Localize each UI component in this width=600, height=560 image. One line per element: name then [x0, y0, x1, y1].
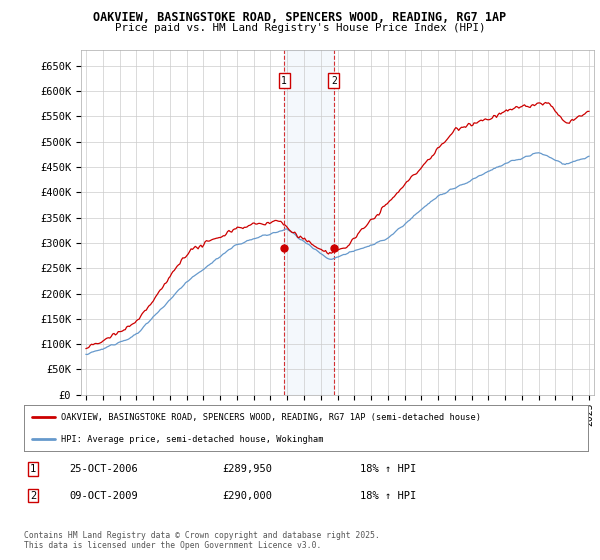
Bar: [284, 50, 334, 395]
Text: 1: 1: [30, 464, 36, 474]
Text: Contains HM Land Registry data © Crown copyright and database right 2025.
This d: Contains HM Land Registry data © Crown c…: [24, 531, 380, 550]
Text: 18% ↑ HPI: 18% ↑ HPI: [360, 464, 416, 474]
Text: OAKVIEW, BASINGSTOKE ROAD, SPENCERS WOOD, READING, RG7 1AP: OAKVIEW, BASINGSTOKE ROAD, SPENCERS WOOD…: [94, 11, 506, 25]
Text: HPI: Average price, semi-detached house, Wokingham: HPI: Average price, semi-detached house,…: [61, 435, 323, 444]
Text: 25-OCT-2006: 25-OCT-2006: [69, 464, 138, 474]
Text: £289,950: £289,950: [222, 464, 272, 474]
Text: 1: 1: [281, 76, 287, 86]
Text: 2: 2: [331, 76, 337, 86]
Text: £290,000: £290,000: [222, 491, 272, 501]
Text: OAKVIEW, BASINGSTOKE ROAD, SPENCERS WOOD, READING, RG7 1AP (semi-detached house): OAKVIEW, BASINGSTOKE ROAD, SPENCERS WOOD…: [61, 413, 481, 422]
Text: 2: 2: [30, 491, 36, 501]
Text: 18% ↑ HPI: 18% ↑ HPI: [360, 491, 416, 501]
Text: Price paid vs. HM Land Registry's House Price Index (HPI): Price paid vs. HM Land Registry's House …: [115, 23, 485, 33]
Text: 09-OCT-2009: 09-OCT-2009: [69, 491, 138, 501]
